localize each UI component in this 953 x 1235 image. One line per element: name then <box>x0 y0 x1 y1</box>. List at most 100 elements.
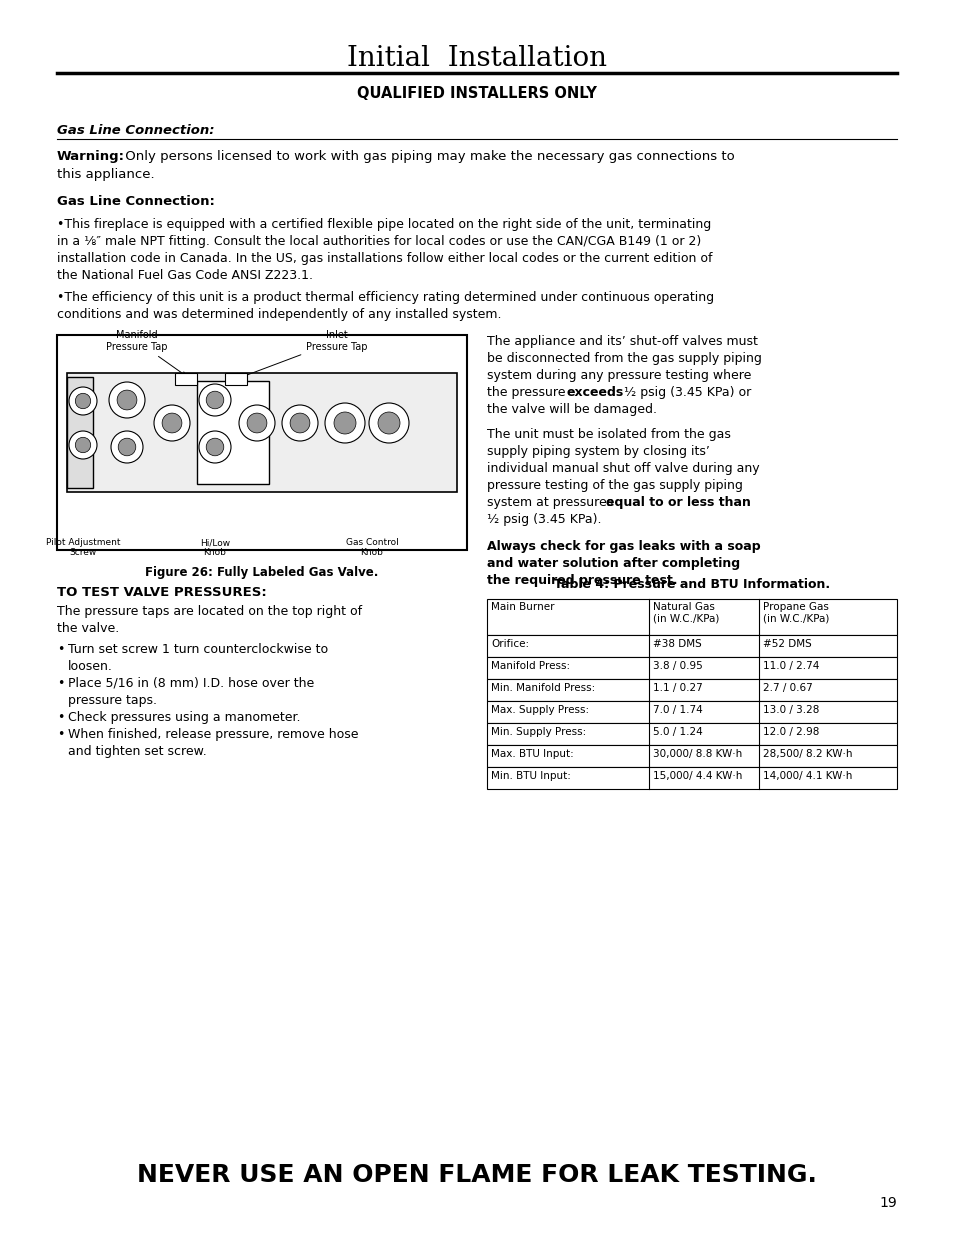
Circle shape <box>334 412 355 433</box>
Text: #52 DMS: #52 DMS <box>762 638 811 650</box>
Text: 28,500/ 8.2 KW·h: 28,500/ 8.2 KW·h <box>762 748 852 760</box>
Text: •The efficiency of this unit is a product thermal efficiency rating determined u: •The efficiency of this unit is a produc… <box>57 291 714 304</box>
Bar <box>196 382 269 484</box>
Text: Natural Gas
(in W.C./KPa): Natural Gas (in W.C./KPa) <box>652 601 719 624</box>
Text: 14,000/ 4.1 KW·h: 14,000/ 4.1 KW·h <box>762 771 851 781</box>
Bar <box>57 335 467 550</box>
Circle shape <box>111 431 143 463</box>
Text: Manifold
Pressure Tap: Manifold Pressure Tap <box>106 331 186 375</box>
Text: Propane Gas
(in W.C./KPa): Propane Gas (in W.C./KPa) <box>762 601 828 624</box>
Text: 7.0 / 1.74: 7.0 / 1.74 <box>652 705 702 715</box>
Text: TO TEST VALVE PRESSURES:: TO TEST VALVE PRESSURES: <box>57 585 267 599</box>
Text: •: • <box>57 727 64 741</box>
Text: •This fireplace is equipped with a certified flexible pipe located on the right : •This fireplace is equipped with a certi… <box>57 219 711 231</box>
Text: equal to or less than: equal to or less than <box>605 496 750 509</box>
Text: and tighten set screw.: and tighten set screw. <box>68 745 207 758</box>
Text: in a ⅛″ male NPT fitting. Consult the local authorities for local codes or use t: in a ⅛″ male NPT fitting. Consult the lo… <box>57 235 700 248</box>
Text: Gas Line Connection:: Gas Line Connection: <box>57 124 214 137</box>
Text: 5.0 / 1.24: 5.0 / 1.24 <box>652 727 702 737</box>
Text: Figure 26: Fully Labeled Gas Valve.: Figure 26: Fully Labeled Gas Valve. <box>145 566 378 579</box>
Circle shape <box>117 390 137 410</box>
Text: be disconnected from the gas supply piping: be disconnected from the gas supply pipi… <box>486 352 761 366</box>
Text: 2.7 / 0.67: 2.7 / 0.67 <box>762 683 812 693</box>
Text: When finished, release pressure, remove hose: When finished, release pressure, remove … <box>68 727 358 741</box>
Circle shape <box>239 405 274 441</box>
Bar <box>174 373 196 385</box>
Circle shape <box>69 387 97 415</box>
Bar <box>486 745 896 767</box>
Text: individual manual shut off valve during any: individual manual shut off valve during … <box>486 462 759 475</box>
Text: •: • <box>57 677 64 690</box>
Text: Max. BTU Input:: Max. BTU Input: <box>491 748 573 760</box>
Text: •: • <box>57 711 64 724</box>
Text: 12.0 / 2.98: 12.0 / 2.98 <box>762 727 819 737</box>
Text: Main Burner: Main Burner <box>491 601 554 613</box>
Text: system during any pressure testing where: system during any pressure testing where <box>486 369 751 382</box>
Text: exceeds: exceeds <box>566 387 623 399</box>
Text: ½ psig (3.45 KPa) or: ½ psig (3.45 KPa) or <box>619 387 750 399</box>
Text: #38 DMS: #38 DMS <box>652 638 701 650</box>
Text: Min. Manifold Press:: Min. Manifold Press: <box>491 683 595 693</box>
Text: loosen.: loosen. <box>68 659 112 673</box>
Text: The pressure taps are located on the top right of: The pressure taps are located on the top… <box>57 605 362 618</box>
Text: Gas Control
Knob: Gas Control Knob <box>345 538 398 557</box>
Text: Inlet
Pressure Tap: Inlet Pressure Tap <box>242 331 367 377</box>
Text: the required pressure test.: the required pressure test. <box>486 574 677 587</box>
Text: the valve.: the valve. <box>57 622 119 635</box>
Bar <box>67 377 92 488</box>
Text: pressure taps.: pressure taps. <box>68 694 157 706</box>
Circle shape <box>206 438 224 456</box>
Text: The appliance and its’ shut-off valves must: The appliance and its’ shut-off valves m… <box>486 335 757 348</box>
Text: supply piping system by closing its’: supply piping system by closing its’ <box>486 445 709 458</box>
Circle shape <box>325 403 365 443</box>
Text: 19: 19 <box>879 1195 896 1210</box>
Bar <box>486 599 896 635</box>
Text: Gas Line Connection:: Gas Line Connection: <box>57 195 214 207</box>
Text: Pilot Adjustment
Screw: Pilot Adjustment Screw <box>46 538 120 557</box>
Bar <box>486 722 896 745</box>
Text: Turn set screw 1 turn counterclockwise to: Turn set screw 1 turn counterclockwise t… <box>68 643 328 656</box>
Bar <box>486 679 896 701</box>
Circle shape <box>247 412 267 433</box>
Text: 13.0 / 3.28: 13.0 / 3.28 <box>762 705 819 715</box>
Circle shape <box>75 437 91 453</box>
Text: the pressure: the pressure <box>486 387 569 399</box>
Circle shape <box>109 382 145 417</box>
Text: NEVER USE AN OPEN FLAME FOR LEAK TESTING.: NEVER USE AN OPEN FLAME FOR LEAK TESTING… <box>137 1163 816 1187</box>
Text: ½ psig (3.45 KPa).: ½ psig (3.45 KPa). <box>486 513 601 526</box>
Circle shape <box>290 412 310 433</box>
Circle shape <box>377 412 399 433</box>
Text: The unit must be isolated from the gas: The unit must be isolated from the gas <box>486 429 730 441</box>
Circle shape <box>75 393 91 409</box>
Text: the valve will be damaged.: the valve will be damaged. <box>486 403 657 416</box>
Text: Check pressures using a manometer.: Check pressures using a manometer. <box>68 711 300 724</box>
Circle shape <box>69 431 97 459</box>
Text: 11.0 / 2.74: 11.0 / 2.74 <box>762 661 819 671</box>
Circle shape <box>199 431 231 463</box>
Bar <box>486 657 896 679</box>
Text: Always check for gas leaks with a soap: Always check for gas leaks with a soap <box>486 540 760 553</box>
Text: Orifice:: Orifice: <box>491 638 529 650</box>
Bar <box>225 373 247 385</box>
Text: Max. Supply Press:: Max. Supply Press: <box>491 705 589 715</box>
Circle shape <box>369 403 409 443</box>
Text: Place 5/16 in (8 mm) I.D. hose over the: Place 5/16 in (8 mm) I.D. hose over the <box>68 677 314 690</box>
Text: Min. Supply Press:: Min. Supply Press: <box>491 727 586 737</box>
Text: system at pressures: system at pressures <box>486 496 617 509</box>
Text: 30,000/ 8.8 KW·h: 30,000/ 8.8 KW·h <box>652 748 741 760</box>
Circle shape <box>162 412 182 433</box>
Bar <box>486 767 896 789</box>
Text: this appliance.: this appliance. <box>57 168 154 182</box>
Circle shape <box>206 391 224 409</box>
Circle shape <box>153 405 190 441</box>
Text: QUALIFIED INSTALLERS ONLY: QUALIFIED INSTALLERS ONLY <box>356 86 597 101</box>
Text: Min. BTU Input:: Min. BTU Input: <box>491 771 570 781</box>
Bar <box>486 635 896 657</box>
Text: pressure testing of the gas supply piping: pressure testing of the gas supply pipin… <box>486 479 742 492</box>
Text: the National Fuel Gas Code ANSI Z223.1.: the National Fuel Gas Code ANSI Z223.1. <box>57 269 313 282</box>
Text: Table 4: Pressure and BTU Information.: Table 4: Pressure and BTU Information. <box>554 578 829 592</box>
Bar <box>486 701 896 722</box>
Text: 3.8 / 0.95: 3.8 / 0.95 <box>652 661 702 671</box>
Text: and water solution after completing: and water solution after completing <box>486 557 740 571</box>
Text: 15,000/ 4.4 KW·h: 15,000/ 4.4 KW·h <box>652 771 741 781</box>
